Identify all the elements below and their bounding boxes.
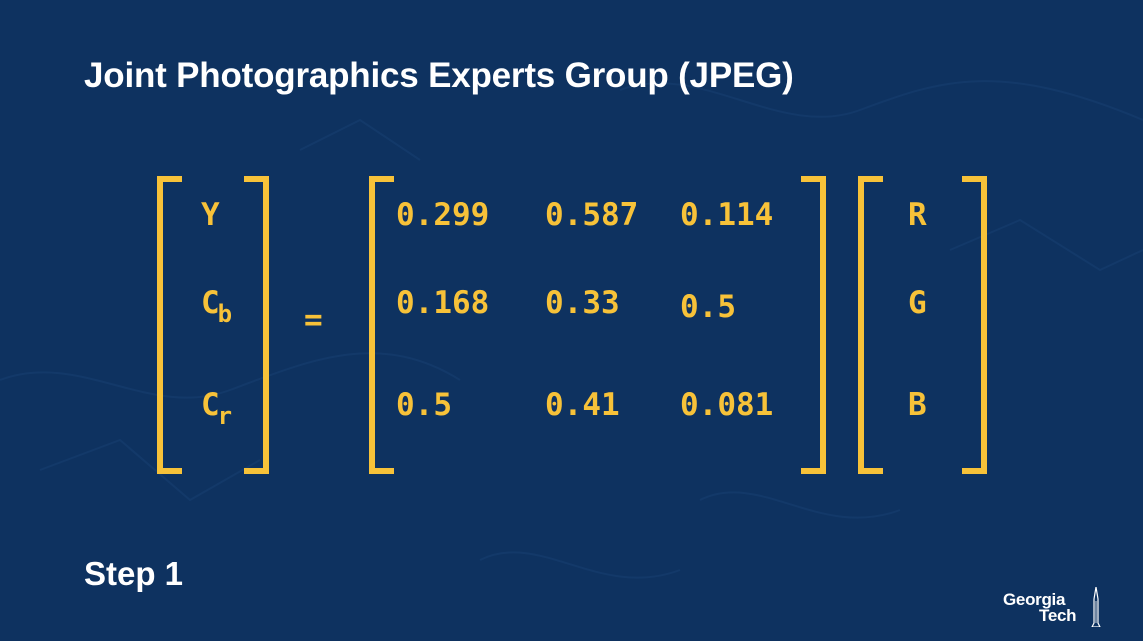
matrix-cell-r2c2: 0.33	[545, 285, 620, 321]
logo-line-2: Tech	[1039, 606, 1077, 625]
matrix-left-bracket	[369, 176, 394, 474]
rhs-g: G	[908, 285, 927, 321]
lhs-y: Y	[201, 197, 220, 233]
lhs-cr: Cr	[201, 387, 233, 430]
lhs-cr-subscript: r	[217, 402, 233, 430]
matrix-right-bracket	[801, 176, 826, 474]
tech-tower-icon	[1091, 587, 1101, 627]
matrix-cell-r2c3: 0.5	[680, 289, 736, 325]
rhs-r: R	[908, 197, 927, 233]
lhs-cb: Cb	[201, 285, 233, 328]
georgia-tech-logo: Georgia Tech	[1003, 587, 1103, 627]
lhs-left-bracket	[157, 176, 182, 474]
matrix-cell-r1c3: 0.114	[680, 197, 774, 233]
lhs-right-bracket	[244, 176, 269, 474]
rhs-b: B	[908, 387, 927, 423]
lhs-cb-subscript: b	[217, 300, 233, 328]
matrix-cell-r1c2: 0.587	[545, 197, 639, 233]
step-label: Step 1	[84, 555, 184, 592]
matrix-cell-r3c3: 0.081	[680, 387, 774, 423]
slide-title: Joint Photographics Experts Group (JPEG)	[84, 56, 794, 95]
rhs-right-bracket	[962, 176, 987, 474]
matrix-cell-r2c1: 0.168	[396, 285, 490, 321]
equals-sign: =	[304, 302, 323, 338]
rhs-left-bracket	[858, 176, 883, 474]
matrix-cell-r3c1: 0.5	[396, 387, 452, 423]
matrix-cell-r3c2: 0.41	[545, 387, 620, 423]
logo-line-1: Georgia	[1003, 590, 1066, 609]
matrix-cell-r1c1: 0.299	[396, 197, 490, 233]
